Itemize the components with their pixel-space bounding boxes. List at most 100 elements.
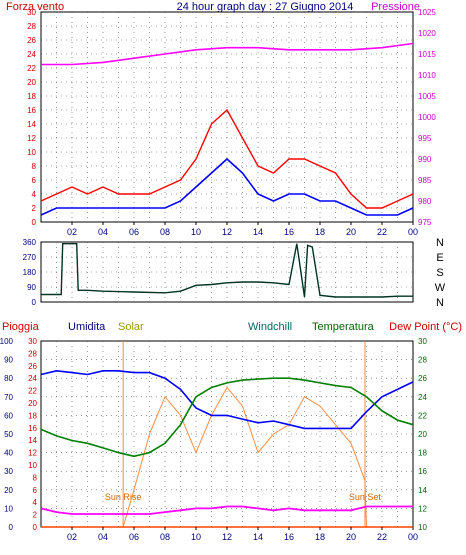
y-tick-label: 28 bbox=[27, 22, 36, 31]
weather-x-ticks: 02 04 06 08 10 12 14 16 18 20 22 00 bbox=[67, 527, 418, 542]
y-tick-label: 60 bbox=[4, 411, 13, 420]
y-tick-label: 16 bbox=[27, 106, 36, 115]
weather-label: Dew Point (°C) bbox=[389, 321, 462, 333]
y-tick-label: 70 bbox=[4, 393, 13, 402]
x-tick-label: 02 bbox=[67, 532, 77, 542]
y-tick-label: 180 bbox=[23, 268, 37, 277]
weather-label: Solar bbox=[118, 321, 144, 333]
y-tick-label: 22 bbox=[28, 387, 37, 396]
x-tick-label: 12 bbox=[222, 227, 232, 237]
y-tick-label: 90 bbox=[27, 283, 36, 292]
pressure-axis-title: Pressione bbox=[371, 1, 420, 13]
x-tick-label: 06 bbox=[129, 227, 139, 237]
y-tick-label: 26 bbox=[28, 362, 37, 371]
y-tick-label: 50 bbox=[4, 430, 13, 439]
wind-direction-line bbox=[41, 242, 413, 298]
y-tick-label: 22 bbox=[27, 64, 36, 73]
x-tick-label: 10 bbox=[191, 532, 201, 542]
y-tick-label: 980 bbox=[418, 197, 432, 206]
weather-panel-grid bbox=[41, 341, 413, 527]
y-tick-label: 6 bbox=[33, 486, 38, 495]
y-tick-label: 0 bbox=[32, 218, 37, 227]
x-tick-label: 10 bbox=[191, 227, 201, 237]
y-tick-label: 24 bbox=[28, 374, 37, 383]
chart-title: 24 hour graph day : 27 Giugno 2014 bbox=[177, 1, 354, 13]
x-tick-label: 00 bbox=[408, 227, 418, 237]
y-tick-label: 14 bbox=[27, 120, 36, 129]
humidity-line bbox=[40, 369, 414, 430]
x-tick-label: 08 bbox=[160, 227, 170, 237]
x-tick-label: 18 bbox=[315, 532, 325, 542]
y-tick-label: 28 bbox=[418, 356, 427, 365]
x-tick-label: 18 bbox=[315, 227, 325, 237]
temperature-y-ticks: 10 12 14 16 18 20 22 24 26 28 30 bbox=[418, 337, 427, 532]
y-tick-label: 6 bbox=[32, 176, 37, 185]
y-tick-label: 0 bbox=[33, 523, 38, 532]
y-tick-label: 1025 bbox=[418, 8, 436, 17]
y-tick-label: 990 bbox=[418, 155, 432, 164]
x-tick-label: 04 bbox=[98, 532, 108, 542]
x-tick-label: 14 bbox=[253, 227, 263, 237]
y-tick-label: 10 bbox=[418, 523, 427, 532]
y-tick-label: 1010 bbox=[418, 71, 436, 80]
x-tick-label: 04 bbox=[98, 227, 108, 237]
wind-speed-line bbox=[40, 157, 414, 216]
x-tick-label: 14 bbox=[253, 532, 263, 542]
wind-axis-title: Forza vento bbox=[6, 1, 64, 13]
y-tick-label: 360 bbox=[23, 238, 37, 247]
y-tick-label: 12 bbox=[418, 504, 427, 513]
y-tick-label: 28 bbox=[28, 349, 37, 358]
y-tick-label: 12 bbox=[27, 134, 36, 143]
x-tick-label: 22 bbox=[377, 532, 387, 542]
y-tick-label: 20 bbox=[4, 486, 13, 495]
y-tick-label: 30 bbox=[4, 467, 13, 476]
y-tick-label: 16 bbox=[28, 424, 37, 433]
weather-label: Umidita bbox=[68, 321, 106, 333]
x-tick-label: 16 bbox=[284, 227, 294, 237]
x-tick-label: 02 bbox=[67, 227, 77, 237]
y-tick-label: 2 bbox=[33, 511, 38, 520]
pressure-line bbox=[41, 42, 414, 66]
y-tick-label: 975 bbox=[418, 218, 432, 227]
x-tick-label: 08 bbox=[160, 532, 170, 542]
y-tick-label: 20 bbox=[418, 430, 427, 439]
y-tick-label: 26 bbox=[418, 374, 427, 383]
y-tick-label: 4 bbox=[33, 498, 38, 507]
compass-label: N bbox=[436, 297, 444, 309]
wind-x-ticks: 02 04 06 08 10 12 14 16 18 20 22 00 bbox=[67, 222, 418, 237]
y-tick-label: 26 bbox=[27, 36, 36, 45]
y-tick-label: 18 bbox=[28, 411, 37, 420]
compass-label: N bbox=[436, 237, 444, 249]
compass-label: W bbox=[435, 282, 446, 294]
temperature-line bbox=[40, 377, 414, 458]
weather-label: Windchill bbox=[248, 321, 292, 333]
x-tick-label: 22 bbox=[377, 227, 387, 237]
x-tick-label: 06 bbox=[129, 532, 139, 542]
weather-label: Pioggia bbox=[2, 321, 40, 333]
y-tick-label: 80 bbox=[4, 374, 13, 383]
y-tick-label: 985 bbox=[418, 176, 432, 185]
dew-point-line bbox=[40, 505, 413, 515]
y-tick-label: 30 bbox=[28, 337, 37, 346]
y-tick-label: 30 bbox=[418, 337, 427, 346]
pressure-y-ticks: 975 980 985 990 995 1000 1005 1010 1015 1020 1025 bbox=[418, 8, 436, 227]
y-tick-label: 1020 bbox=[418, 29, 436, 38]
y-tick-label: 270 bbox=[23, 253, 37, 262]
weather-label: Temperatura bbox=[312, 321, 375, 333]
y-tick-label: 2 bbox=[32, 204, 37, 213]
x-tick-label: 00 bbox=[408, 532, 418, 542]
y-tick-label: 24 bbox=[27, 50, 36, 59]
y-tick-label: 16 bbox=[418, 467, 427, 476]
compass-label: S bbox=[436, 267, 443, 279]
humidity-y-ticks: 0 10 20 30 40 50 60 70 80 90 100 bbox=[0, 337, 14, 532]
wind-gust-line bbox=[40, 108, 414, 209]
x-tick-label: 16 bbox=[284, 532, 294, 542]
y-tick-label: 1000 bbox=[418, 113, 436, 122]
y-tick-label: 100 bbox=[0, 337, 14, 346]
y-tick-label: 12 bbox=[28, 449, 37, 458]
y-tick-label: 20 bbox=[28, 399, 37, 408]
